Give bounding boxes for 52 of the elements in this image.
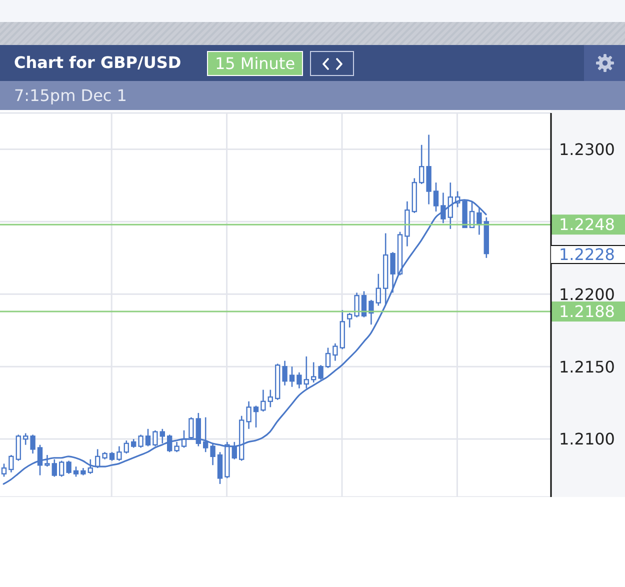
chart-subtitle: 7:15pm Dec 1 [14,85,127,107]
candlestick [203,416,208,453]
candlestick [8,454,14,474]
candlestick [376,273,381,306]
y-tick-label: 1.2200 [559,284,615,304]
y-tick-label: 1.2150 [559,357,615,376]
candlestick [52,458,57,478]
candlestick [16,434,21,462]
candlestick [347,312,352,328]
ref-line-label: 1.2248 [559,215,615,234]
candlestick [88,458,93,474]
y-tick-label: 1.2300 [559,140,615,159]
candlestick [311,362,316,384]
text: 1.2228 [559,244,615,264]
candlestick [433,182,439,212]
candlestick [368,299,374,326]
candlestick [361,290,367,318]
y-tick-label: 1.2100 [559,430,615,449]
candlestick [268,389,273,408]
candlestick [30,434,36,454]
candlestick [116,446,122,462]
candlestick [325,347,331,369]
candlestick [23,432,28,446]
candlestick [124,440,129,454]
candlestick [476,206,482,236]
text: 15 Minute [207,51,303,76]
candlestick [217,451,223,485]
ref-line-label: 1.2188 [559,302,615,322]
candlestick [188,416,194,440]
candlestick [354,292,360,318]
chart-title: Chart for GBP/USD [14,52,182,74]
candlestick [304,356,309,389]
candlestick [138,434,144,448]
candlestick [282,360,288,386]
candlestick [296,372,302,389]
candlestick [419,144,424,185]
candlestick [318,364,324,380]
candlestick [289,366,295,388]
candlestick [145,428,151,447]
candlestick [59,460,64,478]
candlestick [332,342,338,362]
candlestick [152,430,158,447]
candlestick [66,460,72,474]
candlestick [246,400,252,430]
candlestick [253,405,259,428]
candlestick [390,251,396,294]
candlestick [174,441,180,453]
candlestick [260,389,266,412]
candlestick [210,442,216,466]
candlestick [73,466,79,478]
candlestick [160,428,165,444]
candlestick [44,454,50,468]
